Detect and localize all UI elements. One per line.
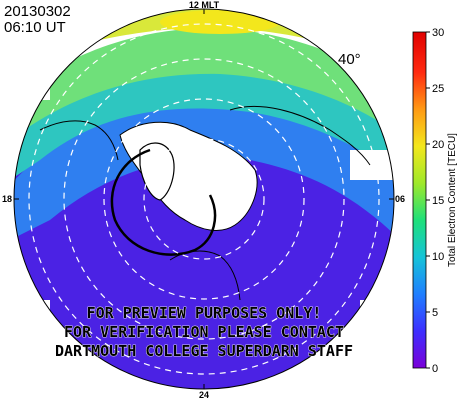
latitude-ring — [63, 58, 345, 340]
colorbar-tick-label-15: 15 — [432, 195, 444, 207]
no-data-patch — [360, 300, 394, 389]
colorbar-tick-label-10: 10 — [432, 251, 444, 263]
coastline — [39, 120, 119, 161]
colorbar-tick-label-20: 20 — [432, 139, 444, 151]
no-data-patch — [350, 150, 394, 180]
mlt-label-right: 06 — [395, 194, 405, 204]
colorbar-tick-label-5: 5 — [432, 307, 438, 319]
latitude-ring — [28, 23, 380, 375]
colorbar-title: Total Electron Content [TECU] — [447, 133, 458, 267]
colorbar-bar — [412, 31, 427, 369]
colorbar: 0 5 10 15 20 25 30 Total Electron Content [TEC… — [412, 27, 458, 375]
watermark-line-1: FOR PREVIEW PURPOSES ONLY! — [87, 304, 322, 322]
greenland-outline — [139, 142, 175, 201]
latitude-ring — [143, 138, 265, 260]
date-label: 20130302 — [4, 3, 71, 20]
colorbar-tick-label-30: 30 — [432, 27, 444, 39]
colorbar-tick-label-0: 0 — [432, 363, 438, 375]
preview-watermark: FOR PREVIEW PURPOSES ONLY! FOR VERIFICAT… — [55, 304, 354, 361]
time-label: 06:10 UT — [4, 19, 66, 36]
tec-peak-spot — [160, 10, 280, 34]
mlt-label-top: 12 MLT — [189, 0, 220, 10]
mlt-label-bottom: 24 — [199, 390, 209, 400]
tec-mid-band — [14, 98, 394, 240]
watermark-line-3: DARTMOUTH COLLEGE SUPERDARN STAFF — [55, 342, 353, 360]
colorbar-tick-label-25: 25 — [432, 83, 444, 95]
tec-high-band — [14, 28, 394, 140]
colorbar-ticks: 0 5 10 15 20 25 30 — [426, 27, 444, 375]
no-data-patch — [14, 300, 50, 389]
no-data-patch — [14, 40, 50, 100]
latitude-ring — [103, 98, 305, 300]
watermark-line-2: FOR VERIFICATION PLEASE CONTACT — [64, 323, 344, 341]
mlt-label-left: 18 — [2, 194, 12, 204]
coastline — [229, 105, 371, 166]
latitude-label: 40° — [338, 51, 361, 68]
convection-contour — [110, 148, 217, 256]
